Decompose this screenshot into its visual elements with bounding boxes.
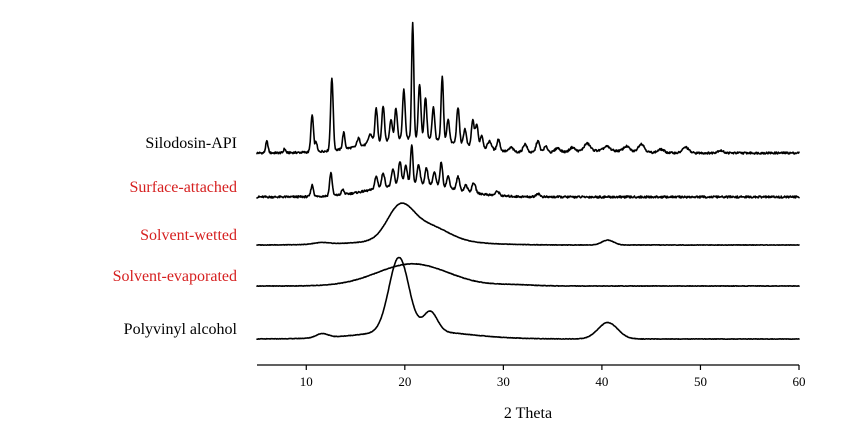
diffraction-traces: [256, 21, 800, 341]
series-labels: Silodosin-API Surface-attached Solvent-wet…: [113, 135, 238, 338]
series-label-solvent-evaporated: Solvent-evaporated: [113, 268, 237, 285]
x-axis-title: 2 Theta: [504, 405, 552, 422]
trace-silodosin-api: [256, 21, 800, 155]
series-label-solvent-wetted: Solvent-wetted: [140, 227, 237, 244]
trace-surface-attached: [256, 144, 800, 199]
series-label-polyvinyl-alcohol: Polyvinyl alcohol: [124, 321, 238, 338]
x-tick-label: 40: [595, 374, 608, 389]
trace-polyvinyl-alcohol: [256, 256, 800, 341]
x-tick-label: 60: [793, 374, 806, 389]
series-label-surface-attached: Surface-attached: [130, 179, 237, 196]
x-tick-label: 30: [497, 374, 510, 389]
x-tick-label: 10: [300, 374, 313, 389]
trace-solvent-evaporated: [256, 262, 800, 288]
trace-solvent-wetted: [256, 202, 800, 247]
series-label-silodosin-api: Silodosin-API: [145, 135, 237, 152]
x-tick-label: 50: [694, 374, 707, 389]
x-tick-label: 20: [398, 374, 411, 389]
x-axis-ticks: 10 20 30 40 50 60: [300, 365, 806, 389]
